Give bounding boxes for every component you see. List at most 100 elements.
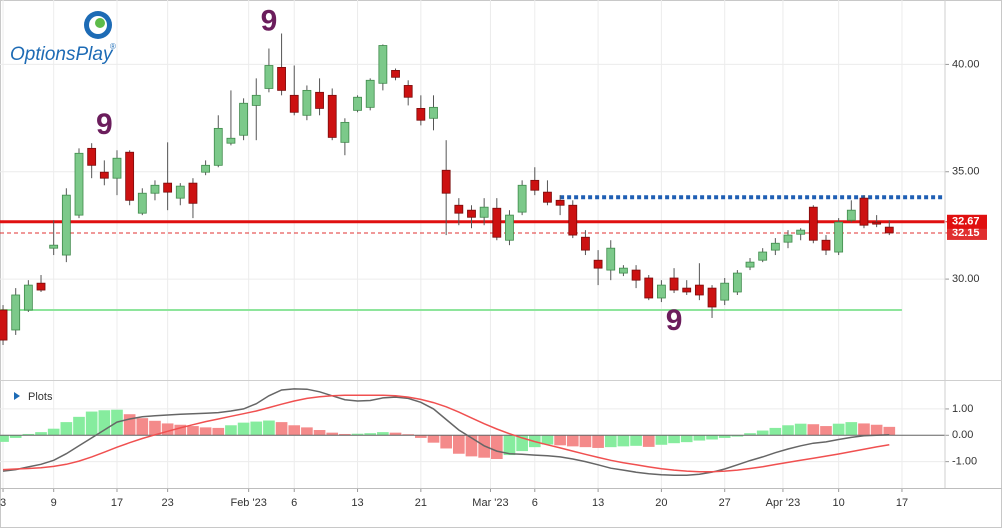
candle-body — [454, 204, 464, 214]
annotation: 9 — [666, 304, 683, 337]
histogram-bar — [706, 435, 718, 440]
candle-body — [125, 151, 135, 201]
candle-body — [543, 191, 552, 203]
histogram-bar — [870, 424, 883, 436]
candle-body — [555, 199, 565, 206]
brand-mark: ® — [110, 42, 116, 51]
level-label-box — [947, 225, 987, 240]
candle-body — [732, 272, 742, 293]
histogram-bar — [883, 426, 896, 436]
candle-body — [251, 94, 261, 106]
indicator-line — [2, 388, 890, 477]
histogram-bar — [604, 435, 617, 448]
brand-name: OptionsPlay — [10, 44, 114, 65]
candle-body — [821, 239, 831, 251]
histogram-bar — [566, 435, 579, 447]
histogram-bar — [60, 422, 73, 436]
candle-body — [112, 157, 122, 179]
candle-body — [682, 287, 692, 293]
histogram-bar — [85, 411, 98, 436]
x-tick-label: 23 — [162, 497, 174, 509]
candle-body — [378, 45, 388, 84]
histogram-bar — [364, 433, 377, 436]
candle-body — [783, 234, 793, 243]
histogram-bar — [377, 432, 389, 436]
indicator-line — [2, 394, 890, 473]
candle-body — [0, 309, 8, 341]
histogram-bar — [744, 433, 756, 436]
histogram-bar — [326, 432, 339, 436]
histogram-bar — [630, 435, 642, 446]
histogram-bar — [845, 422, 858, 436]
histogram-bar — [288, 425, 301, 436]
histogram-bar — [579, 435, 592, 448]
candle-body — [644, 277, 654, 299]
candle-body — [530, 179, 540, 191]
logo-icon-dot — [95, 18, 105, 28]
histogram-bar — [503, 435, 516, 456]
candle-body — [74, 152, 84, 216]
histogram-bar — [250, 421, 263, 436]
histogram-bar — [794, 423, 807, 436]
histogram-bar — [756, 430, 769, 436]
candle-body — [11, 294, 21, 331]
x-tick-label: Feb '23 — [230, 497, 266, 509]
histogram-bar — [174, 424, 187, 436]
candle-body — [264, 65, 274, 89]
histogram-bar — [782, 425, 794, 436]
x-tick-label: 9 — [51, 497, 57, 509]
candle-body — [365, 79, 375, 108]
panel-title[interactable]: Plots — [28, 391, 53, 403]
histogram-bar — [490, 435, 503, 460]
histogram-bar — [212, 427, 225, 436]
histogram-bar — [123, 414, 136, 436]
x-tick-label: 10 — [833, 497, 845, 509]
histogram-bar — [592, 435, 604, 448]
histogram-bar — [199, 427, 212, 436]
candle-body — [859, 197, 869, 226]
x-tick-label: 20 — [655, 497, 667, 509]
x-tick-label: 13 — [351, 497, 363, 509]
candle-body — [467, 209, 476, 218]
histogram-bar — [415, 435, 427, 438]
histogram-bar — [820, 426, 832, 436]
histogram-bar — [769, 427, 782, 436]
histogram-bar — [858, 423, 870, 436]
candle-body — [137, 192, 147, 214]
candle-body — [226, 137, 236, 144]
candle-body — [656, 284, 666, 299]
histogram-bar — [452, 435, 465, 454]
candle-body — [834, 221, 844, 253]
candle-body — [175, 185, 185, 199]
candle-body — [872, 221, 882, 225]
logo: OptionsPlay ® — [10, 11, 116, 65]
plots-toggle[interactable] — [14, 392, 20, 400]
candle-body — [707, 287, 717, 308]
histogram-bar — [263, 420, 275, 436]
x-tick-label: 21 — [415, 497, 427, 509]
y-tick-label: -1.00 — [952, 456, 977, 468]
candle-body — [213, 127, 223, 166]
candle-body — [619, 267, 628, 274]
candle-body — [517, 184, 527, 213]
histogram-bar — [149, 420, 161, 436]
candle-body — [150, 184, 160, 194]
histogram-bar — [187, 426, 199, 436]
candle-body — [770, 242, 780, 251]
candle-body — [36, 282, 46, 291]
histogram-bar — [718, 435, 731, 438]
histogram-bar — [47, 428, 60, 436]
candle-body — [884, 226, 894, 234]
histogram-bar — [22, 433, 35, 436]
x-tick-label: 27 — [719, 497, 731, 509]
histogram-bar — [427, 435, 440, 443]
histogram-bar — [98, 410, 111, 436]
histogram-bar — [301, 427, 313, 436]
candle-body — [492, 207, 502, 238]
candle-body — [340, 121, 350, 143]
candle-body — [846, 209, 856, 221]
x-tick-label: 6 — [532, 497, 538, 509]
candle-body — [606, 247, 616, 271]
